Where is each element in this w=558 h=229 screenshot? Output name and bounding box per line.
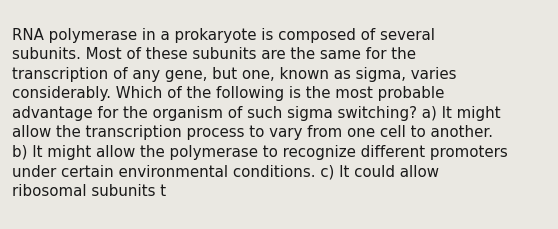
Text: RNA polymerase in a prokaryote is composed of several
subunits. Most of these su: RNA polymerase in a prokaryote is compos… <box>12 27 508 198</box>
